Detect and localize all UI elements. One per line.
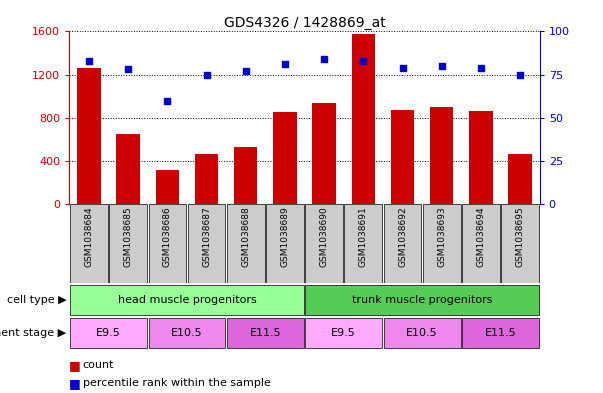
Text: GSM1038687: GSM1038687 — [202, 207, 211, 268]
Text: GSM1038690: GSM1038690 — [320, 207, 329, 268]
Text: GSM1038692: GSM1038692 — [398, 207, 407, 267]
Text: GSM1038691: GSM1038691 — [359, 207, 368, 268]
Title: GDS4326 / 1428869_at: GDS4326 / 1428869_at — [224, 17, 385, 30]
Bar — [423, 204, 461, 283]
Text: GSM1038688: GSM1038688 — [241, 207, 250, 268]
Text: GSM1038695: GSM1038695 — [516, 207, 525, 268]
Bar — [116, 134, 140, 204]
Bar — [501, 204, 539, 283]
Bar — [77, 68, 101, 204]
Bar — [156, 170, 179, 204]
Bar — [266, 204, 304, 283]
Text: cell type ▶: cell type ▶ — [7, 295, 66, 305]
Bar — [508, 154, 532, 204]
Text: head muscle progenitors: head muscle progenitors — [118, 295, 256, 305]
Bar — [305, 204, 343, 283]
Point — [84, 58, 94, 64]
Bar — [305, 285, 539, 315]
Text: GSM1038685: GSM1038685 — [124, 207, 133, 268]
Bar — [273, 112, 297, 204]
Bar — [430, 107, 453, 204]
Text: E10.5: E10.5 — [171, 328, 203, 338]
Text: GSM1038684: GSM1038684 — [84, 207, 93, 267]
Point — [358, 58, 368, 64]
Point — [162, 97, 172, 104]
Text: E9.5: E9.5 — [331, 328, 356, 338]
Bar — [227, 318, 304, 348]
Point — [241, 68, 251, 74]
Bar — [227, 204, 265, 283]
Bar — [234, 147, 257, 204]
Bar — [384, 204, 421, 283]
Text: development stage ▶: development stage ▶ — [0, 328, 66, 338]
Text: GSM1038689: GSM1038689 — [280, 207, 289, 268]
Point — [320, 56, 329, 62]
Bar — [384, 318, 461, 348]
Bar — [148, 318, 226, 348]
Text: percentile rank within the sample: percentile rank within the sample — [83, 378, 271, 388]
Point — [123, 66, 133, 73]
Bar — [70, 318, 147, 348]
Text: GSM1038694: GSM1038694 — [476, 207, 485, 267]
Point — [398, 64, 408, 71]
Text: E10.5: E10.5 — [406, 328, 438, 338]
Bar — [188, 204, 226, 283]
Bar — [195, 154, 218, 204]
Text: trunk muscle progenitors: trunk muscle progenitors — [352, 295, 493, 305]
Bar — [312, 103, 336, 204]
Point — [476, 64, 486, 71]
Point — [515, 72, 525, 78]
Text: E11.5: E11.5 — [485, 328, 516, 338]
Text: E11.5: E11.5 — [250, 328, 281, 338]
Bar — [462, 204, 500, 283]
Bar — [148, 204, 186, 283]
Point — [437, 63, 446, 69]
Text: ■: ■ — [69, 376, 81, 390]
Bar — [109, 204, 147, 283]
Text: ■: ■ — [69, 359, 81, 372]
Text: GSM1038686: GSM1038686 — [163, 207, 172, 268]
Bar — [462, 318, 539, 348]
Point — [280, 61, 290, 68]
Bar — [344, 204, 382, 283]
Bar — [70, 285, 304, 315]
Text: E9.5: E9.5 — [96, 328, 121, 338]
Point — [201, 72, 212, 78]
Text: count: count — [83, 360, 114, 371]
Bar — [391, 110, 414, 204]
Bar — [469, 112, 493, 204]
Bar — [305, 318, 382, 348]
Text: GSM1038693: GSM1038693 — [437, 207, 446, 268]
Bar — [70, 204, 108, 283]
Bar — [352, 34, 375, 204]
